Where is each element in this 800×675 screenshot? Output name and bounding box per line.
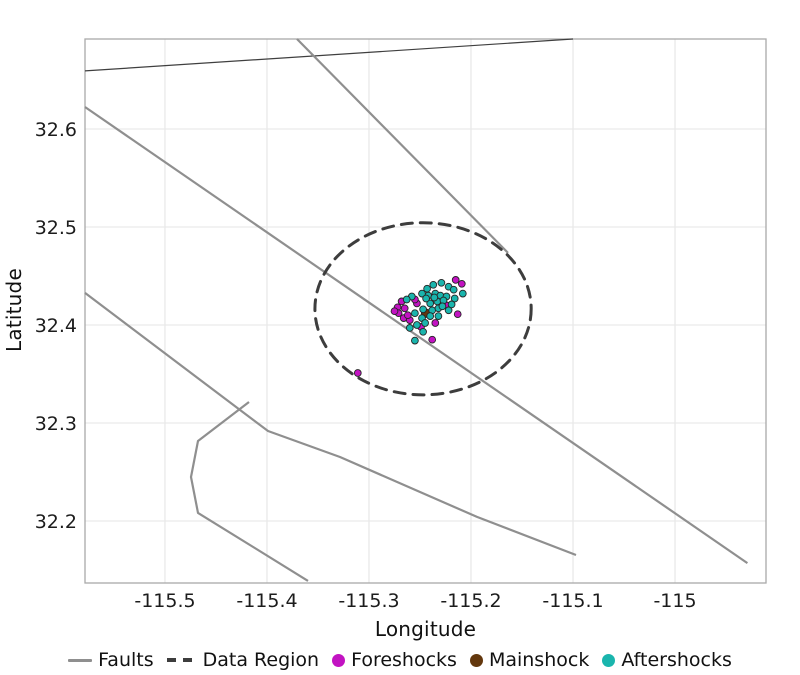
x-tick-label: -115.1 bbox=[542, 590, 603, 612]
legend-item-mainshock: Mainshock bbox=[469, 649, 590, 671]
aftershock-point bbox=[418, 289, 426, 298]
x-axis-label: Longitude bbox=[374, 617, 477, 641]
legend-label: Mainshock bbox=[488, 649, 590, 671]
aftershock-point bbox=[430, 293, 439, 302]
foreshock-point bbox=[353, 369, 362, 377]
aftershock-point bbox=[429, 280, 438, 289]
legend: Faults Data Region Foreshocks Mainshock Afte… bbox=[0, 647, 800, 673]
legend-label: Foreshocks bbox=[351, 649, 457, 671]
foreshock-point bbox=[453, 310, 462, 319]
aftershock-point bbox=[413, 321, 421, 329]
aftershock-point bbox=[411, 309, 419, 318]
legend-item-data-region: Data Region bbox=[166, 649, 320, 671]
legend-label: Aftershocks bbox=[621, 649, 732, 671]
aftershock-point bbox=[426, 312, 435, 320]
dashed-line-swatch-icon bbox=[166, 658, 197, 662]
foreshock-point bbox=[431, 319, 440, 327]
y-tick-label: 32.4 bbox=[35, 315, 77, 337]
aftershock-point bbox=[447, 300, 456, 309]
data-region-ellipse bbox=[313, 221, 533, 397]
x-tick-label: -115.5 bbox=[134, 590, 195, 612]
legend-item-faults: Faults bbox=[68, 649, 154, 671]
x-tick-label: -115.3 bbox=[338, 590, 399, 612]
y-tick-label: 32.2 bbox=[35, 511, 77, 533]
aftershock-point bbox=[422, 294, 430, 303]
aftershock-point bbox=[419, 327, 427, 336]
aftershock-point bbox=[437, 278, 446, 287]
aftershock-point bbox=[426, 299, 435, 308]
y-tick-label: 32.6 bbox=[35, 119, 77, 141]
aftershock-point bbox=[444, 306, 453, 315]
aftershock-point bbox=[405, 324, 414, 332]
fault-line bbox=[189, 401, 309, 582]
aftershock-point bbox=[450, 294, 459, 303]
y-tick-label: 32.5 bbox=[35, 217, 77, 239]
mainshock-dot-swatch-icon bbox=[469, 653, 483, 667]
y-tick-label: 32.3 bbox=[35, 413, 77, 435]
aftershock-point bbox=[419, 305, 427, 314]
aftershock-point bbox=[421, 319, 429, 327]
legend-label: Faults bbox=[98, 649, 154, 671]
foreshock-point bbox=[428, 335, 437, 344]
fault-line bbox=[84, 38, 574, 72]
fault-line-swatch-icon bbox=[68, 658, 93, 662]
aftershock-point bbox=[458, 289, 467, 298]
foreshocks-dot-swatch-icon bbox=[332, 653, 346, 667]
foreshock-point bbox=[403, 311, 412, 320]
fault-line bbox=[296, 38, 509, 254]
aftershocks-dot-swatch-icon bbox=[602, 653, 616, 667]
plot-frame bbox=[84, 38, 767, 584]
fault-line bbox=[84, 292, 577, 557]
legend-label: Data Region bbox=[202, 649, 320, 671]
y-axis-label: Latitude bbox=[2, 268, 26, 352]
x-tick-label: -115.4 bbox=[236, 590, 297, 612]
fault-line bbox=[84, 106, 749, 565]
foreshock-point bbox=[451, 276, 460, 284]
aftershock-point bbox=[434, 312, 443, 320]
x-tick-label: -115 bbox=[653, 590, 696, 612]
foreshock-point bbox=[457, 279, 466, 288]
foreshock-point bbox=[400, 304, 409, 313]
aftershock-point bbox=[411, 336, 419, 345]
aftershock-point bbox=[449, 285, 458, 294]
legend-item-aftershocks: Aftershocks bbox=[602, 649, 732, 671]
x-tick-label: -115.2 bbox=[440, 590, 501, 612]
foreshock-point bbox=[390, 307, 399, 316]
legend-item-foreshocks: Foreshocks bbox=[332, 649, 457, 671]
aftershock-point bbox=[402, 295, 411, 304]
aftershock-point bbox=[438, 302, 447, 311]
